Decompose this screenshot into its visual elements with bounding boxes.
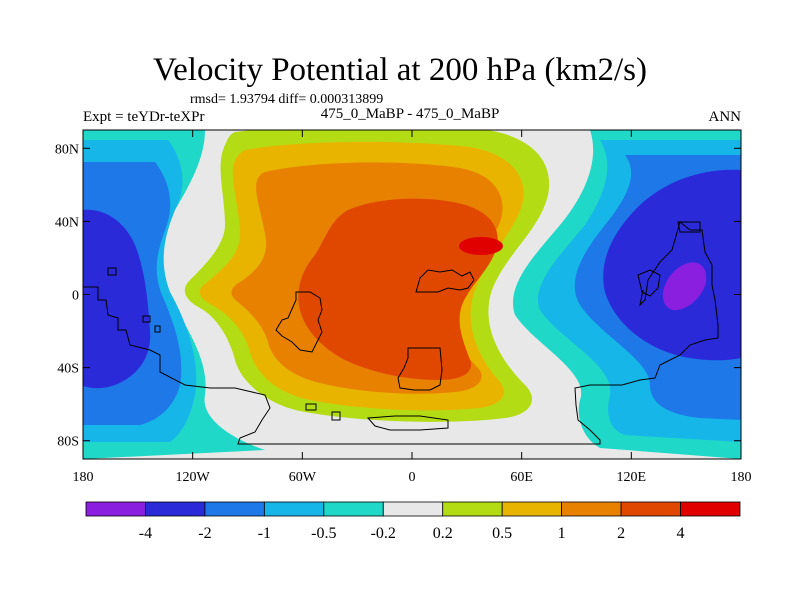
chart-title: Velocity Potential at 200 hPa (km2/s) bbox=[152, 52, 648, 88]
y-tick-label: 40N bbox=[55, 215, 79, 230]
colorbar-label: -1 bbox=[258, 525, 271, 542]
season-label: ANN bbox=[708, 109, 742, 125]
y-tick-label: 0 bbox=[72, 289, 79, 304]
experiment-label: Expt = teYDr-teXPr bbox=[83, 109, 205, 125]
x-tick-label: 120W bbox=[176, 470, 211, 485]
colorbar-swatch bbox=[323, 501, 384, 517]
colorbar-swatch bbox=[263, 501, 325, 517]
period-label: 475_0_MaBP - 475_0_MaBP bbox=[320, 106, 500, 122]
colorbar-swatch bbox=[501, 501, 563, 517]
contour-fill bbox=[83, 130, 741, 459]
x-tick-label: 0 bbox=[409, 470, 416, 485]
colorbar-label: 4 bbox=[677, 525, 685, 542]
colorbar-label: -0.5 bbox=[311, 525, 336, 542]
colorbar-label: -0.2 bbox=[371, 525, 396, 542]
y-tick-label: 40S bbox=[57, 362, 79, 377]
colorbar-swatch bbox=[442, 501, 503, 517]
stats-label: rmsd= 1.93794 diff= 0.000313899 bbox=[190, 92, 384, 107]
colorbar-swatch bbox=[620, 501, 681, 517]
colorbar-swatch bbox=[561, 501, 622, 517]
contour-pos-2 bbox=[298, 198, 498, 380]
indian-coast bbox=[397, 347, 443, 391]
contour-neg-east-2 bbox=[603, 169, 741, 361]
x-axis: 180 120W 60W 0 60E 120E 180 bbox=[73, 130, 752, 485]
colorbar-label: -4 bbox=[139, 525, 152, 542]
y-tick-label: 80N bbox=[55, 142, 79, 157]
colorbar: -4 -2 -1 -0.5 -0.2 0.2 0.5 1 2 4 bbox=[85, 501, 741, 542]
colorbar-label: 2 bbox=[617, 525, 625, 542]
colorbar-label: 0.5 bbox=[492, 525, 512, 542]
colorbar-swatch bbox=[204, 501, 265, 517]
x-tick-label: 60E bbox=[510, 470, 533, 485]
colorbar-label: -2 bbox=[198, 525, 211, 542]
coastlines bbox=[83, 221, 719, 445]
colorbar-swatch bbox=[680, 501, 741, 517]
x-tick-label: 60W bbox=[289, 470, 317, 485]
x-tick-label: 120E bbox=[617, 470, 647, 485]
arabia-coast bbox=[415, 269, 475, 293]
y-axis: 80N 40N 0 40S 80S bbox=[55, 142, 741, 450]
x-tick-label: 180 bbox=[731, 470, 752, 485]
colorbar-label: 1 bbox=[558, 525, 566, 542]
contour-pos-4 bbox=[459, 237, 503, 255]
colorbar-swatch bbox=[85, 501, 146, 517]
colorbar-label: 0.2 bbox=[433, 525, 453, 542]
colorbar-swatch bbox=[382, 501, 444, 517]
colorbar-swatch bbox=[145, 501, 206, 517]
contour-neg-east-4 bbox=[662, 262, 707, 311]
x-tick-label: 180 bbox=[73, 470, 94, 485]
africa-coast bbox=[275, 291, 323, 353]
contour-neg-west-2 bbox=[83, 209, 151, 389]
y-tick-label: 80S bbox=[57, 435, 79, 450]
